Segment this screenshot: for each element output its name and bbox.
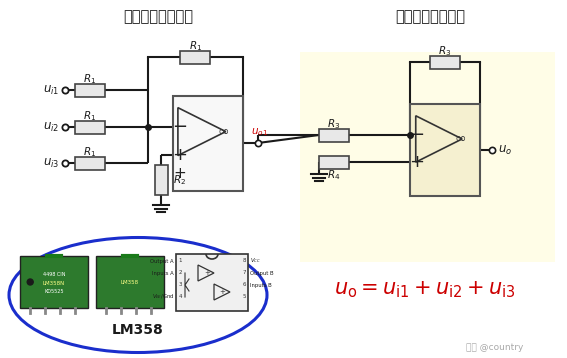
Text: −: −: [409, 126, 425, 144]
Bar: [319, 155, 349, 169]
Text: Inputs B: Inputs B: [250, 282, 272, 287]
Text: $R_1$: $R_1$: [83, 145, 96, 159]
Bar: [154, 165, 167, 195]
Text: Inputs A: Inputs A: [153, 271, 174, 276]
Text: ∞: ∞: [455, 132, 466, 146]
Text: $u_{i1}$: $u_{i1}$: [43, 83, 59, 97]
Bar: [300, 52, 555, 262]
Bar: [180, 50, 210, 63]
Text: $V_{EE}$/Gnd: $V_{EE}$/Gnd: [151, 292, 174, 301]
Text: 8: 8: [242, 258, 246, 263]
Bar: [75, 83, 105, 97]
Text: $R_2$: $R_2$: [173, 173, 186, 187]
Text: $R_4$: $R_4$: [327, 168, 341, 182]
Text: 7: 7: [242, 271, 246, 276]
Text: 6: 6: [242, 282, 246, 287]
Text: +: +: [219, 289, 225, 295]
Text: $u_{i3}$: $u_{i3}$: [43, 156, 59, 170]
Text: Output A: Output A: [150, 258, 174, 263]
Text: ∞: ∞: [218, 125, 229, 139]
Text: $R_3$: $R_3$: [438, 44, 452, 58]
Bar: [75, 156, 105, 169]
Text: $u_{o1}$: $u_{o1}$: [252, 126, 269, 138]
Text: +: +: [204, 270, 210, 276]
Text: Output B: Output B: [250, 271, 274, 276]
Text: +: +: [172, 146, 188, 164]
Text: $R_1$: $R_1$: [83, 109, 96, 123]
Text: KD5525: KD5525: [44, 289, 64, 294]
Bar: [176, 254, 248, 311]
Text: $R_1$: $R_1$: [189, 39, 202, 53]
Text: 4498 CIN: 4498 CIN: [43, 272, 65, 277]
Ellipse shape: [9, 237, 267, 353]
Text: +: +: [409, 153, 425, 171]
Circle shape: [27, 279, 33, 285]
Text: 3: 3: [178, 282, 182, 287]
Text: $R_3$: $R_3$: [327, 117, 341, 131]
Bar: [430, 55, 460, 68]
Bar: [319, 129, 349, 141]
Bar: [173, 96, 243, 190]
Text: 知乎 @country: 知乎 @country: [466, 343, 524, 353]
Text: $u_{\mathrm{o}}=u_{\mathrm{i1}}+u_{\mathrm{i2}}+u_{\mathrm{i3}}$: $u_{\mathrm{o}}=u_{\mathrm{i1}}+u_{\math…: [335, 280, 515, 300]
Text: 反相加法运算电路: 反相加法运算电路: [123, 10, 193, 24]
Text: $R_1$: $R_1$: [83, 72, 96, 86]
Text: 5: 5: [242, 295, 246, 300]
Text: 1: 1: [178, 258, 182, 263]
Text: 反相比例运算电路: 反相比例运算电路: [395, 10, 465, 24]
Text: $u_o$: $u_o$: [498, 144, 512, 156]
Text: LM358: LM358: [121, 280, 139, 285]
Text: $u_{i2}$: $u_{i2}$: [43, 120, 59, 134]
Bar: [20, 256, 88, 308]
Bar: [75, 121, 105, 134]
Bar: [410, 104, 480, 196]
Text: 4: 4: [178, 295, 182, 300]
Text: LM358: LM358: [112, 323, 164, 337]
Bar: [96, 256, 164, 308]
Text: LM358N: LM358N: [43, 281, 65, 286]
Text: $V_{CC}$: $V_{CC}$: [250, 257, 261, 265]
Text: +: +: [174, 165, 187, 180]
Text: 2: 2: [178, 271, 182, 276]
Text: −: −: [172, 118, 188, 136]
